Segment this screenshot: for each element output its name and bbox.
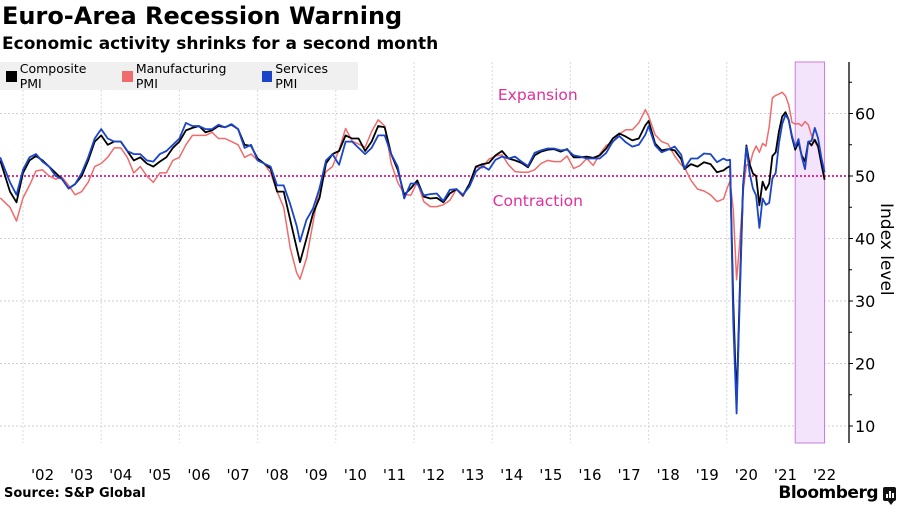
brand-logo-text: Bloomberg — [778, 483, 878, 503]
grid — [0, 62, 849, 443]
y-axis-title: Index level — [876, 203, 896, 296]
x-tick-label-2009: '09 — [305, 466, 328, 484]
x-tick-label-2018: '18 — [657, 466, 680, 484]
y-tick-label-40: 40 — [855, 230, 875, 249]
x-tick-label-2016: '16 — [578, 466, 601, 484]
legend: Composite PMI Manufacturing PMI Services… — [0, 61, 358, 91]
legend-label-services: Services PMI — [275, 61, 328, 91]
x-tick-label-2003: '03 — [70, 466, 93, 484]
x-tick-label-2004: '04 — [109, 466, 132, 484]
legend-item-composite: Composite PMI — [6, 61, 110, 91]
x-axis-labels: '02 '03 '04 '05 '06 '07 '08 '09 '10 '11 '12 '13 '14 '… — [31, 466, 836, 484]
y-axis: 10 20 30 40 50 60 Index level — [848, 62, 896, 443]
x-tick-label-2013: '13 — [461, 466, 484, 484]
legend-swatch-composite — [6, 70, 17, 82]
y-tick-label-50: 50 — [855, 167, 875, 186]
legend-swatch-manufacturing — [122, 70, 133, 82]
annotation-contraction: Contraction — [493, 192, 583, 210]
x-tick-label-2022: '22 — [813, 466, 836, 484]
shaded-region — [794, 61, 826, 444]
y-tick-label-10: 10 — [855, 417, 875, 436]
legend-item-services: Services PMI — [261, 61, 352, 91]
x-tick-label-2011: '11 — [383, 466, 406, 484]
chart-subtitle: Economic activity shrinks for a second m… — [2, 34, 439, 54]
x-tick-label-2007: '07 — [226, 466, 249, 484]
y-tick-label-20: 20 — [855, 355, 875, 374]
bloomberg-chart-icon — [883, 487, 896, 505]
x-tick-label-2019: '19 — [696, 466, 719, 484]
x-tick-label-2002: '02 — [31, 466, 54, 484]
legend-label-composite: Composite PMI — [19, 61, 87, 91]
x-tick-label-2015: '15 — [539, 466, 562, 484]
annotation-expansion: Expansion — [498, 86, 578, 104]
x-tick-label-2008: '08 — [266, 466, 289, 484]
y-tick-label-60: 60 — [855, 105, 875, 124]
annotations: Expansion Contraction — [493, 86, 583, 210]
x-tick-label-2006: '06 — [187, 466, 210, 484]
series-line-services-pmi — [0, 113, 826, 415]
x-tick-label-2020: '20 — [735, 466, 758, 484]
x-tick-label-2014: '14 — [500, 466, 523, 484]
shaded-period — [794, 61, 826, 444]
x-tick-label-2017: '17 — [617, 466, 640, 484]
y-tick-label-30: 30 — [855, 292, 875, 311]
legend-item-manufacturing: Manufacturing PMI — [122, 61, 249, 91]
source-note: Source: S&P Global — [4, 486, 146, 501]
legend-label-manufacturing: Manufacturing PMI — [135, 61, 227, 91]
x-tick-label-2021: '21 — [774, 466, 797, 484]
x-tick-label-2005: '05 — [148, 466, 171, 484]
legend-swatch-services — [261, 70, 273, 82]
series-lines — [0, 91, 826, 415]
x-tick-label-2010: '10 — [344, 466, 367, 484]
chart-title: Euro-Area Recession Warning — [2, 2, 403, 30]
x-tick-label-2012: '12 — [422, 466, 445, 484]
